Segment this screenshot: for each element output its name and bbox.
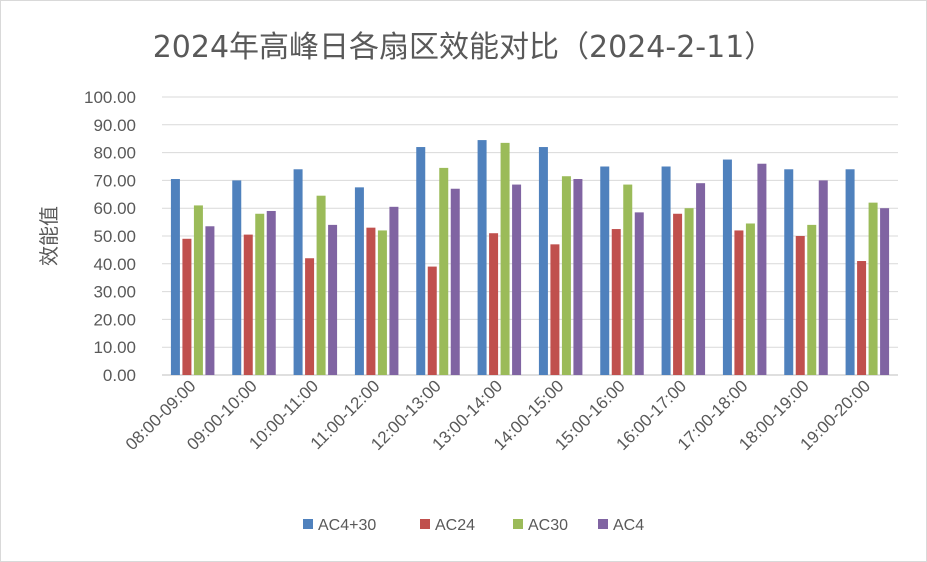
gridlines — [162, 96, 898, 376]
bar — [696, 183, 706, 375]
bar — [745, 223, 755, 375]
bar — [450, 188, 460, 375]
y-tick-label: 40.00 — [93, 255, 136, 274]
bar — [500, 142, 510, 375]
bar — [684, 208, 694, 375]
bar — [305, 258, 315, 375]
legend-item: AC24 — [420, 517, 475, 534]
bar — [477, 140, 487, 375]
bar — [243, 234, 253, 375]
bar — [255, 213, 265, 375]
bar — [328, 224, 338, 375]
y-tick-label: 50.00 — [93, 227, 136, 246]
bar — [818, 180, 828, 375]
bar — [611, 229, 621, 375]
bar — [561, 176, 571, 375]
x-axis-ticks: 08:00-09:0009:00-10:0010:00-11:0011:00-1… — [122, 376, 874, 454]
y-tick-label: 90.00 — [93, 116, 136, 135]
bar — [489, 233, 499, 375]
bar — [857, 261, 867, 375]
y-tick-label: 60.00 — [93, 199, 136, 218]
bar — [266, 210, 276, 375]
bar — [193, 205, 203, 375]
bar — [205, 226, 215, 375]
bar — [439, 167, 449, 375]
y-axis-ticks: 0.00 10.00 20.00 30.00 40.00 50.00 60.00 70.00 8… — [84, 88, 136, 385]
bar — [795, 236, 805, 375]
bar — [634, 212, 644, 375]
bar — [416, 147, 426, 375]
bar — [427, 266, 437, 375]
y-tick-label: 100.00 — [84, 88, 136, 107]
bar — [550, 244, 560, 375]
bar — [845, 169, 855, 375]
bar — [293, 169, 303, 375]
legend-swatch — [420, 519, 430, 529]
y-tick-label: 0.00 — [103, 366, 136, 385]
bars — [170, 140, 890, 375]
y-tick-label: 80.00 — [93, 144, 136, 163]
bar — [600, 166, 610, 375]
y-axis-label: 效能值 — [37, 206, 61, 266]
legend-item: AC30 — [513, 517, 568, 534]
bar — [784, 169, 794, 375]
bar — [573, 179, 583, 375]
bar — [807, 224, 817, 375]
chart-title: 2024年高峰日各扇区效能对比（2024-2-11） — [152, 30, 775, 65]
bar — [757, 163, 767, 375]
bar — [512, 184, 522, 375]
y-tick-label: 30.00 — [93, 283, 136, 302]
bar — [538, 147, 548, 375]
legend-swatch — [513, 519, 523, 529]
y-tick-label: 70.00 — [93, 171, 136, 190]
legend-swatch — [598, 519, 608, 529]
legend-label: AC4+30 — [318, 517, 376, 534]
bar — [661, 166, 671, 375]
y-tick-label: 20.00 — [93, 310, 136, 329]
bar — [316, 195, 326, 375]
bar — [868, 202, 878, 375]
legend-label: AC24 — [435, 517, 475, 534]
bar — [880, 208, 890, 375]
bar — [389, 206, 399, 375]
bar — [377, 230, 387, 375]
bar — [182, 238, 192, 375]
legend-label: AC4 — [613, 517, 644, 534]
legend-label: AC30 — [528, 517, 568, 534]
y-tick-label: 10.00 — [93, 338, 136, 357]
bar — [354, 187, 364, 375]
bar — [366, 227, 376, 375]
bar — [673, 213, 683, 375]
bar — [232, 180, 242, 375]
bar — [734, 230, 744, 375]
bar — [623, 184, 633, 375]
legend-item: AC4 — [598, 517, 644, 534]
bar — [722, 159, 732, 375]
bar — [170, 179, 180, 375]
legend-swatch — [303, 519, 313, 529]
legend-item: AC4+30 — [303, 517, 376, 534]
legend: AC4+30 AC24 AC30 AC4 — [303, 517, 644, 534]
